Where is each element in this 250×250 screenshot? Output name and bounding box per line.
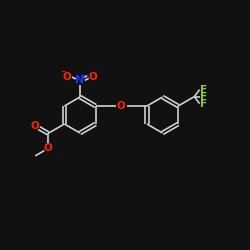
Text: O: O bbox=[88, 72, 98, 82]
Text: F: F bbox=[200, 84, 207, 94]
Text: N: N bbox=[76, 75, 84, 85]
Text: O: O bbox=[117, 101, 126, 111]
Text: -: - bbox=[62, 68, 66, 77]
Text: O: O bbox=[31, 121, 40, 131]
Text: F: F bbox=[200, 98, 207, 108]
Text: F: F bbox=[200, 92, 207, 102]
Text: +: + bbox=[80, 73, 86, 79]
Text: O: O bbox=[62, 72, 72, 82]
Text: O: O bbox=[44, 143, 52, 153]
